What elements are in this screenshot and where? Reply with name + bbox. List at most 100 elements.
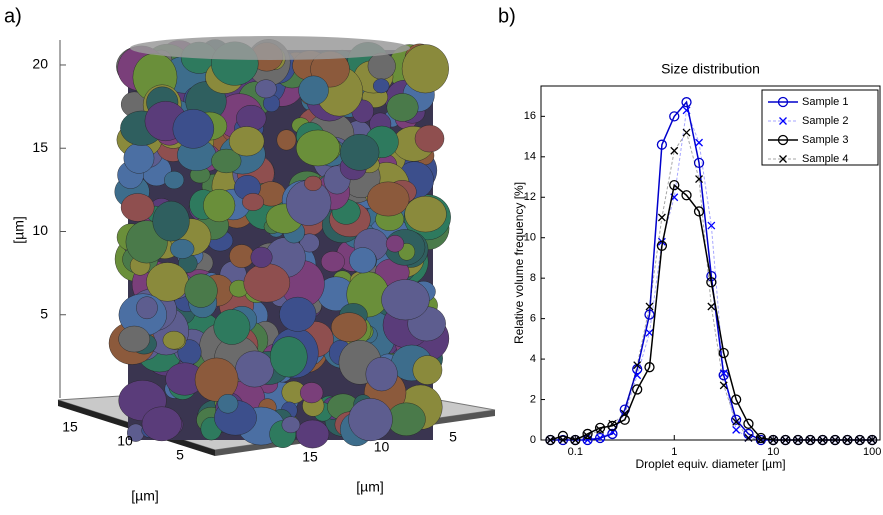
plot-frame [540,85,881,441]
panel-label: a) [4,5,22,27]
droplet [386,402,426,436]
data-point [570,434,581,446]
droplet [152,200,190,242]
droplet [367,181,410,217]
data-point [756,436,765,444]
y-tick-label: 12 [524,191,536,203]
z-tick-label: 5 [40,305,48,321]
droplet [300,382,324,404]
panel-label: b) [498,5,516,27]
droplet [296,129,341,167]
x-tick-label: 5 [176,447,184,463]
y-tick-label: 16 [524,110,536,122]
droplet [276,129,297,151]
plot-panel: Size distribution Droplet equiv. diameter… [512,61,881,471]
droplet [281,416,301,434]
x-axis-label: [µm] [131,488,159,504]
droplet [367,52,396,80]
data-point [619,414,630,425]
y-axis-label: Relative volume frequency [%] [512,182,526,344]
droplet [349,247,377,274]
droplet [211,148,242,174]
droplet [118,325,151,353]
legend-marker [779,117,787,125]
data-point [780,434,791,446]
data-point [682,128,691,137]
y-tick-label: 15 [302,449,318,465]
data-point [695,138,704,147]
data-point [730,414,742,425]
droplet [385,235,405,253]
data-point [644,309,655,320]
z-tick-label: 15 [32,139,48,155]
data-point [818,436,827,444]
droplet [269,336,308,378]
data-point [682,106,691,115]
data-point [707,221,716,230]
droplet [242,193,264,211]
data-point [681,97,692,108]
data-point [831,436,840,444]
data-point [755,432,767,444]
legend-label: Sample 3 [802,134,848,146]
droplet [235,350,274,388]
data-point [669,179,680,191]
data-point [743,418,754,429]
data-point [855,436,864,444]
data-point [732,417,741,426]
data-point [608,419,617,428]
droplet [162,330,186,350]
droplet [404,195,447,233]
data-point [829,434,841,446]
droplet [229,244,255,268]
droplet [184,273,218,308]
x-tick-label: 100 [863,446,881,458]
x-tick-label: 10 [117,433,133,449]
data-point [842,434,853,446]
droplet [279,296,317,332]
z-tick-label: 20 [32,56,48,72]
droplet [172,109,215,149]
data-point [656,139,668,150]
droplet [250,246,273,268]
droplet [414,124,445,153]
data-point [582,428,593,440]
data-point [817,434,828,446]
droplet [386,93,419,122]
data-point [546,436,555,444]
data-point [693,157,705,169]
droplet [348,398,393,442]
data-point [633,361,642,370]
y-axis-label: [µm] [356,479,384,495]
droplet [120,193,155,222]
data-point [645,302,654,311]
data-point [706,277,717,288]
droplet [339,133,380,171]
data-point [719,381,728,390]
data-point [730,394,742,405]
legend-marker [777,96,789,108]
droplet [381,279,430,321]
data-point [656,240,668,251]
data-point [596,434,605,442]
droplet [298,75,329,106]
droplet [412,355,443,385]
data-point [868,436,877,444]
y-tick-label: 10 [524,232,536,244]
droplet [255,79,277,99]
data-point [695,175,704,184]
droplet [373,78,390,94]
droplet [194,357,239,402]
data-point [657,213,666,222]
droplet [365,356,398,392]
droplet [164,171,185,190]
data-point [594,432,606,444]
data-point [607,420,618,431]
data-point [594,422,606,434]
y-tick-label: 5 [449,429,457,445]
data-point [769,436,778,444]
y-tick-label: 0 [530,434,536,446]
legend-label: Sample 4 [802,153,848,165]
data-point [718,370,729,381]
z-tick-label: 10 [32,222,48,238]
